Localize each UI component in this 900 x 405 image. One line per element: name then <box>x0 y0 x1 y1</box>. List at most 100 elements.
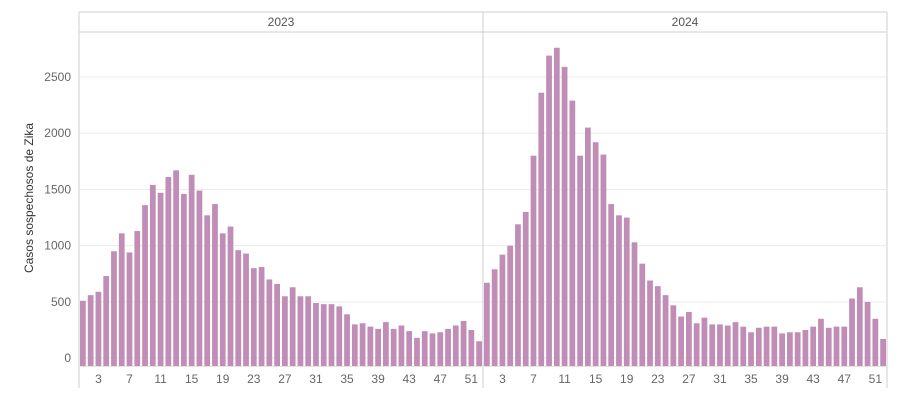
bar <box>755 327 762 366</box>
x-tick-label: 3 <box>95 372 102 386</box>
bar <box>437 332 444 366</box>
bar <box>818 318 824 366</box>
bar <box>779 333 785 366</box>
x-tick-label: 43 <box>403 372 417 386</box>
bar <box>173 170 179 366</box>
x-tick-label: 11 <box>558 372 571 386</box>
bar <box>328 304 335 366</box>
bar <box>600 154 607 366</box>
bar <box>748 332 754 366</box>
bar <box>219 233 226 366</box>
bar <box>235 250 242 366</box>
bar <box>561 66 568 367</box>
bar <box>406 331 413 366</box>
bar <box>227 226 234 366</box>
bar <box>880 339 886 366</box>
panel-header-label: 2023 <box>268 15 295 29</box>
bar <box>344 314 350 366</box>
bar <box>460 321 467 366</box>
x-tick-label: 15 <box>185 372 199 386</box>
bar <box>452 325 459 366</box>
bar <box>499 254 506 366</box>
x-tick-label: 31 <box>309 372 323 386</box>
bar <box>398 325 405 366</box>
y-tick-label: 2500 <box>44 70 71 84</box>
x-tick-label: 39 <box>371 372 385 386</box>
bar <box>662 295 669 366</box>
bar <box>802 330 809 366</box>
bar <box>188 174 195 366</box>
bar <box>445 328 451 366</box>
y-tick-label: 1500 <box>44 182 71 196</box>
bar <box>134 231 141 366</box>
bar <box>491 269 498 366</box>
bar <box>856 287 863 366</box>
bar <box>258 267 265 366</box>
bar <box>787 332 793 366</box>
bars <box>80 47 886 367</box>
bar <box>111 251 117 366</box>
x-tick-label: 35 <box>340 372 354 386</box>
bar <box>414 337 420 366</box>
x-tick-label: 51 <box>869 372 883 386</box>
bar <box>849 298 855 366</box>
bar <box>336 306 343 366</box>
bar <box>297 296 304 366</box>
bar <box>833 326 840 366</box>
bar <box>149 184 156 366</box>
bar <box>732 322 739 366</box>
bar <box>686 312 692 366</box>
bar <box>204 215 211 366</box>
bar <box>771 326 778 366</box>
x-tick-label: 7 <box>530 372 537 386</box>
bar <box>421 331 428 366</box>
x-tick-label: 27 <box>278 372 292 386</box>
y-axis-title: Casos sospechosos de Zika <box>22 123 36 273</box>
bar <box>678 316 684 366</box>
x-tick-label: 15 <box>589 372 603 386</box>
bar <box>429 333 436 366</box>
x-tick-label: 19 <box>620 372 634 386</box>
x-tick-label: 23 <box>247 372 261 386</box>
bar <box>313 303 319 366</box>
bar <box>468 330 475 366</box>
x-tick-label: 7 <box>126 372 133 386</box>
bar <box>95 291 102 366</box>
bar <box>282 296 288 366</box>
x-tick-label: 47 <box>838 372 852 386</box>
bar <box>740 326 747 366</box>
bar <box>87 295 94 366</box>
bar <box>367 326 374 366</box>
bar <box>592 142 599 366</box>
bar <box>484 282 490 366</box>
bar <box>359 323 366 366</box>
bar <box>616 215 622 366</box>
x-tick-label: 31 <box>713 372 727 386</box>
bar <box>390 328 397 366</box>
y-tick-label: 2000 <box>44 126 71 140</box>
bar <box>507 245 514 366</box>
bar <box>709 324 716 366</box>
bar <box>351 324 358 366</box>
bar <box>577 155 583 366</box>
bar <box>375 328 381 366</box>
bar <box>654 286 661 366</box>
bar <box>825 327 832 366</box>
bar <box>196 190 203 366</box>
bar <box>103 276 110 366</box>
bar <box>212 204 218 366</box>
x-tick-label: 51 <box>465 372 479 386</box>
bar <box>872 318 879 366</box>
bar <box>864 301 871 366</box>
bar <box>157 192 164 366</box>
bar <box>320 304 327 366</box>
bar <box>266 279 273 366</box>
bar <box>810 326 817 366</box>
bar <box>274 283 280 366</box>
bar <box>546 55 552 367</box>
bar <box>165 177 172 366</box>
bar <box>476 341 482 366</box>
bar <box>383 322 389 366</box>
